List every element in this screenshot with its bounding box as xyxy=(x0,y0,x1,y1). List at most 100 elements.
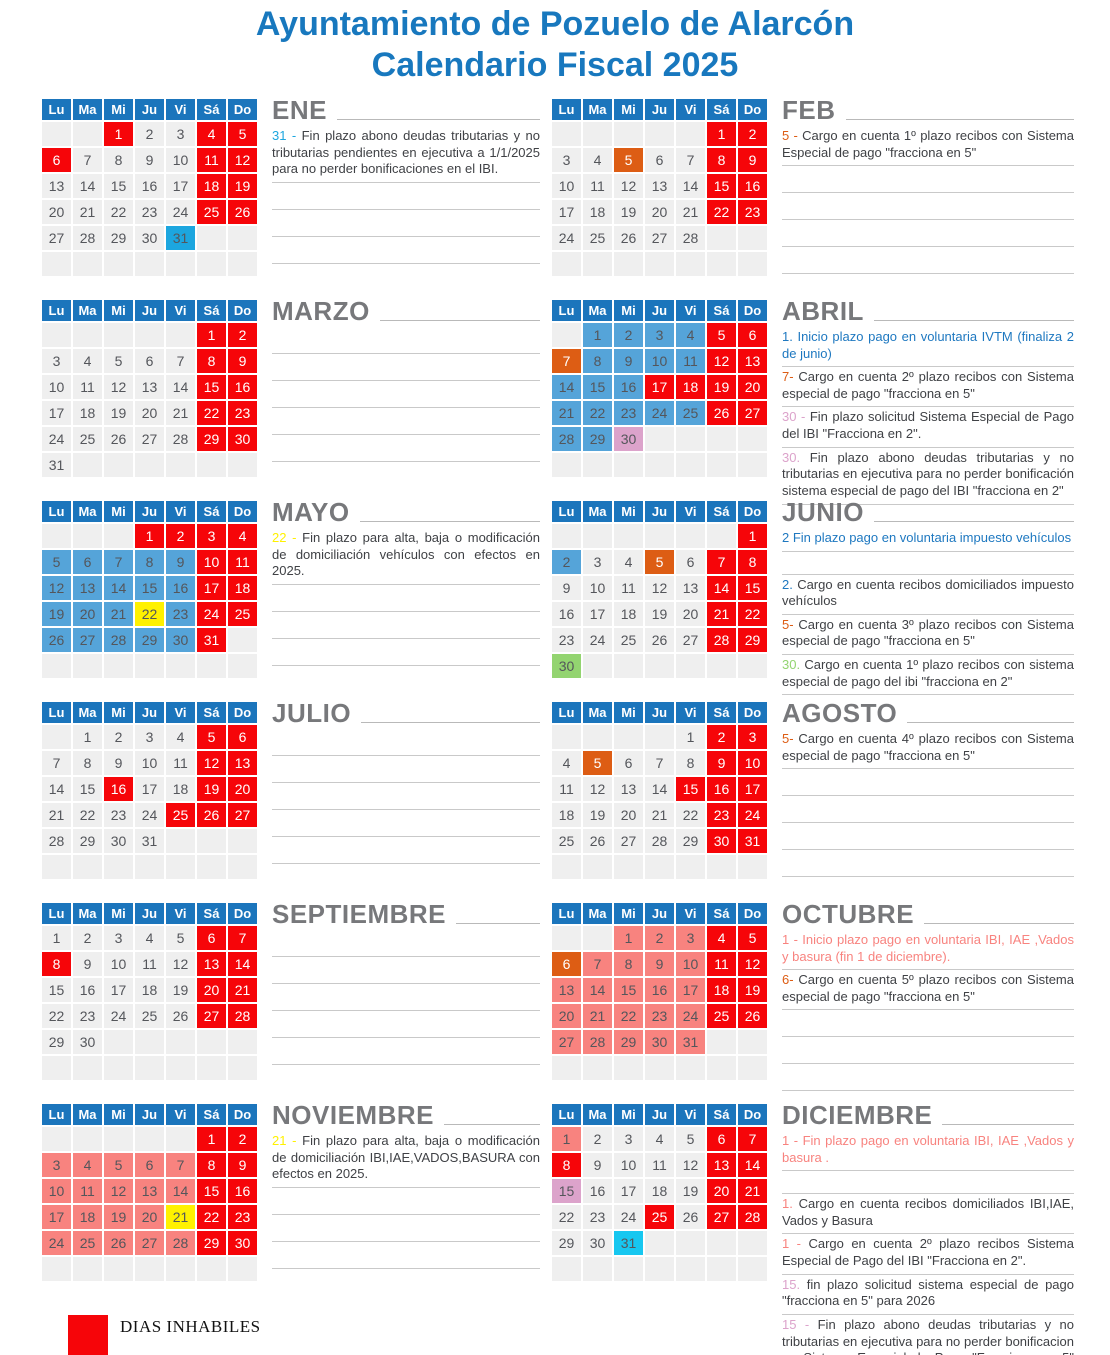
weekday-header: Mi xyxy=(104,1103,133,1125)
day-cell: 17 xyxy=(552,199,581,224)
day-cell: 16 xyxy=(228,1178,257,1203)
day-cell: 13 xyxy=(73,575,102,600)
day-cell: 12 xyxy=(42,575,71,600)
day-cell: 15 xyxy=(197,374,226,399)
day-cell: 12 xyxy=(614,173,643,198)
calendar-week-row: 15 16 17 18 19 20 21 xyxy=(42,977,257,1002)
ruled-lines xyxy=(272,929,540,1091)
empty-cell xyxy=(707,1256,736,1281)
weekday-header: Lu xyxy=(552,299,581,321)
empty-cell xyxy=(228,653,257,678)
day-cell: 29 xyxy=(552,1230,581,1255)
day-cell: 5 xyxy=(104,348,133,373)
day-cell: 9 xyxy=(614,348,643,373)
note-prefix: 1. xyxy=(782,1196,793,1212)
weekday-header: Mi xyxy=(614,98,643,120)
day-cell: 9 xyxy=(583,1152,612,1177)
day-cell: 22 xyxy=(197,1204,226,1229)
weekday-header: Do xyxy=(738,1103,767,1125)
day-cell: 28 xyxy=(166,426,195,451)
empty-cell xyxy=(707,452,736,477)
day-cell: 18 xyxy=(552,802,581,827)
day-cell: 31 xyxy=(738,828,767,853)
day-cell: 17 xyxy=(197,575,226,600)
day-cell: 1 xyxy=(135,523,164,548)
day-cell: 13 xyxy=(707,1152,736,1177)
empty-cell xyxy=(166,251,195,276)
day-cell: 24 xyxy=(645,400,674,425)
day-cell: 17 xyxy=(42,1204,71,1229)
month-marzo: Lu Ma Mi Ju Vi Sá Do 1 2 3 4 5 6 7 8 9 10 11 12 13 14 15 16 17 1… xyxy=(40,298,540,499)
weekday-header: Ma xyxy=(583,98,612,120)
day-cell: 15 xyxy=(42,977,71,1002)
weekday-header: Mi xyxy=(614,500,643,522)
weekday-header: Ma xyxy=(583,299,612,321)
empty-cell xyxy=(738,1230,767,1255)
calendar-week-row xyxy=(552,251,767,276)
day-cell: 9 xyxy=(645,951,674,976)
weekday-header: Ma xyxy=(583,500,612,522)
empty-cell xyxy=(738,426,767,451)
weekday-header: Do xyxy=(228,1103,257,1125)
day-cell: 29 xyxy=(104,225,133,250)
day-cell: 20 xyxy=(645,199,674,224)
note-prefix: 21 - xyxy=(272,1132,297,1148)
empty-cell xyxy=(583,1055,612,1080)
day-cell: 29 xyxy=(73,828,102,853)
day-cell: 10 xyxy=(552,173,581,198)
calendar-week-row: 10 11 12 13 14 15 16 xyxy=(42,1178,257,1203)
day-cell: 11 xyxy=(583,173,612,198)
day-cell: 26 xyxy=(104,426,133,451)
day-cell: 18 xyxy=(166,776,195,801)
month-julio: Lu Ma Mi Ju Vi Sá Do 1 2 3 4 5 6 7 8 9 10 11 12 13 14 15 16 17 1… xyxy=(40,700,540,901)
day-cell: 6 xyxy=(676,549,705,574)
ruled-lines xyxy=(272,326,540,488)
day-cell: 20 xyxy=(135,400,164,425)
day-cell: 20 xyxy=(73,601,102,626)
day-cell: 23 xyxy=(228,400,257,425)
day-cell: 12 xyxy=(676,1152,705,1177)
day-cell: 25 xyxy=(197,199,226,224)
empty-cell xyxy=(135,322,164,347)
day-cell: 26 xyxy=(676,1204,705,1229)
calendar-week-row: 23 24 25 26 27 28 29 xyxy=(552,627,767,652)
day-cell: 3 xyxy=(676,925,705,950)
month-agosto: Lu Ma Mi Ju Vi Sá Do 1 2 3 4 5 6 7 8 9 10 11 12 13 14 15 16 17 1… xyxy=(550,700,1074,901)
note-text: Cargo en cuenta 1º plazo recibos con sis… xyxy=(782,657,1074,689)
calendar-note: 2. Cargo en cuenta recibos domiciliados … xyxy=(782,575,1074,615)
day-cell: 23 xyxy=(614,400,643,425)
day-cell: 17 xyxy=(645,374,674,399)
calendar-week-row: 12 13 14 15 16 17 18 xyxy=(42,575,257,600)
day-cell: 2 xyxy=(228,1126,257,1151)
day-cell: 9 xyxy=(707,750,736,775)
day-cell: 8 xyxy=(583,348,612,373)
empty-cell xyxy=(738,1029,767,1054)
day-cell: 31 xyxy=(135,828,164,853)
note-prefix: 22 - xyxy=(272,529,297,545)
day-cell: 24 xyxy=(104,1003,133,1028)
day-cell: 20 xyxy=(552,1003,581,1028)
day-cell: 21 xyxy=(228,977,257,1002)
day-cell: 3 xyxy=(552,147,581,172)
weekday-header: Ma xyxy=(73,902,102,924)
day-cell: 3 xyxy=(104,925,133,950)
day-cell: 31 xyxy=(42,452,71,477)
month-title-rule xyxy=(443,1123,540,1125)
day-cell: 22 xyxy=(738,601,767,626)
empty-cell xyxy=(197,225,226,250)
note-text: Fin plazo abono deudas tributarias y no … xyxy=(782,1316,1074,1355)
month-title-rule xyxy=(873,520,1074,522)
legend-color-swatch xyxy=(68,1314,108,1355)
day-cell: 6 xyxy=(228,724,257,749)
weekday-header: Do xyxy=(738,98,767,120)
day-cell: 1 xyxy=(42,925,71,950)
weekday-header-row: Lu Ma Mi Ju Vi Sá Do xyxy=(42,902,257,924)
weekday-header: Vi xyxy=(166,98,195,120)
empty-cell xyxy=(197,854,226,879)
month-notes-diciembre: DICIEMBRE 1 - Fin plazo pago en voluntari… xyxy=(782,1102,1074,1355)
